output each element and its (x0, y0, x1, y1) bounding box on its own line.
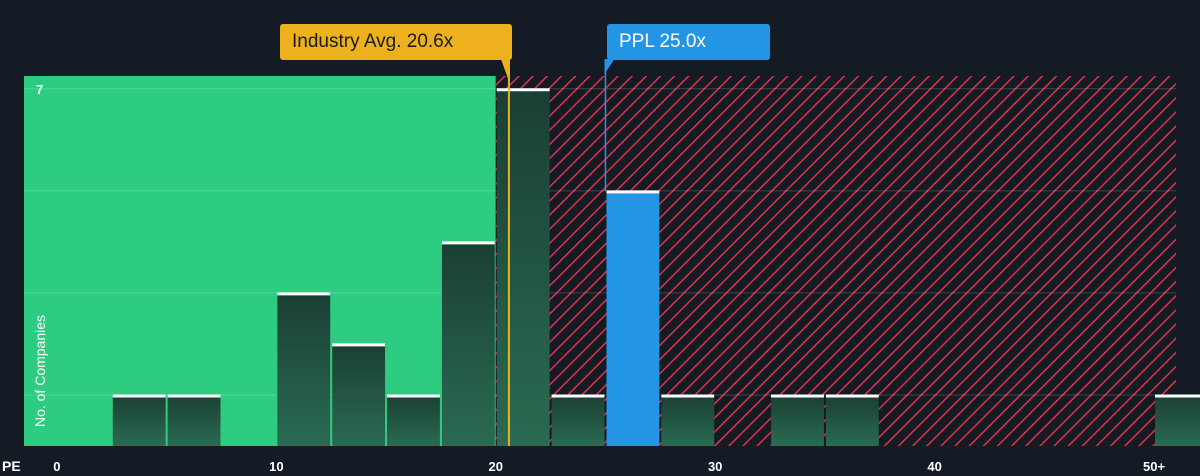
overvalued-zone (495, 76, 1176, 446)
histogram-bar (112, 394, 166, 446)
histogram-bar (825, 394, 879, 446)
histogram-bar (332, 343, 386, 446)
x-tick-label: 10 (269, 459, 283, 474)
markers-layer (500, 59, 615, 446)
x-tick-label: 0 (53, 459, 60, 474)
histogram-bar (1155, 394, 1200, 446)
zones-layer (24, 76, 1176, 446)
histogram-bar (661, 394, 715, 446)
histogram-bar (277, 292, 331, 446)
histogram-bar (771, 394, 824, 446)
y-tick-label: 7 (36, 82, 43, 97)
axis-layer: 7 No. of Companies PE 0 10 20 30 40 50+ (2, 82, 1165, 474)
x-tick-label: 30 (708, 459, 722, 474)
y-axis-label: No. of Companies (32, 315, 48, 427)
undervalued-zone (24, 76, 496, 446)
histogram-bar (387, 394, 440, 446)
histogram-bar (167, 394, 221, 446)
x-tick-label: 20 (489, 459, 503, 474)
x-tick-label: 50+ (1143, 459, 1165, 474)
industry-callout-pointer (500, 59, 510, 84)
histogram-bar (551, 394, 605, 446)
x-tick-label: 40 (927, 459, 941, 474)
x-axis-label: PE (2, 458, 21, 474)
company-pe-callout: PPL 25.0x (607, 24, 770, 60)
bars-layer (112, 88, 1200, 447)
company-bar (606, 190, 660, 446)
industry-average-callout: Industry Avg. 20.6x (280, 24, 512, 60)
histogram-bar (496, 88, 550, 447)
histogram-bar (441, 241, 495, 446)
company-callout-pointer (604, 59, 615, 74)
